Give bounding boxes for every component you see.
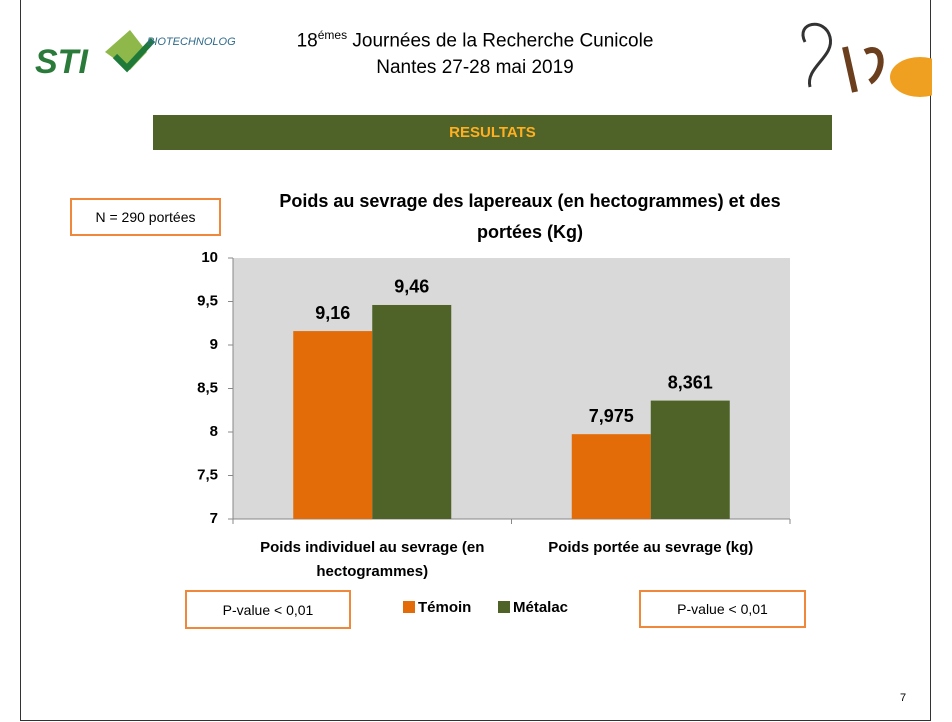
- pvalue-box: P-value < 0,01: [185, 590, 351, 629]
- logo-rabbit: [801, 22, 832, 88]
- slide-border: [20, 0, 931, 721]
- value-label: 9,46: [394, 277, 429, 297]
- y-tick-label: 7,5: [197, 466, 218, 483]
- bar: [571, 434, 651, 519]
- legend-label: Témoin: [418, 599, 471, 616]
- y-tick-label: 10: [201, 249, 218, 266]
- page-number: 7: [900, 692, 907, 704]
- logo-text: STI: [35, 43, 89, 81]
- y-tick-label: 8,5: [197, 379, 218, 396]
- header-suffix: émes: [317, 28, 348, 42]
- note-box: N = 290 portées: [70, 198, 221, 236]
- y-tick-label: 8: [210, 423, 218, 440]
- logo-check: [112, 37, 156, 73]
- y-tick-label: 9: [210, 336, 218, 353]
- bar: [650, 400, 730, 519]
- value-label: 7,975: [589, 406, 634, 426]
- legend-swatch: [498, 601, 510, 613]
- y-tick-label: 7: [210, 510, 218, 527]
- logo-letters: [842, 46, 884, 93]
- logo-graphic: STI BIOTECHNOLOGIE: [35, 30, 247, 81]
- bar: [372, 304, 452, 519]
- header: 18émes Journées de la Recherche Cunicole…: [250, 22, 700, 81]
- legend-label: Métalac: [513, 599, 568, 616]
- bar: [293, 331, 373, 519]
- logo-subtext: BIOTECHNOLOGIE: [147, 36, 235, 48]
- y-tick-label: 9,5: [197, 292, 218, 309]
- value-label: 9,16: [315, 303, 350, 323]
- header-subtitle: Nantes 27-28 mai 2019: [376, 57, 574, 79]
- logo-left: STI BIOTECHNOLOGIE: [35, 22, 247, 82]
- header-title: 18émes Journées de la Recherche Cunicole: [250, 22, 700, 54]
- section-bar: RESULTATS: [153, 115, 832, 150]
- value-label: 8,361: [668, 372, 713, 392]
- x-tick-label: Poids portée au sevrage (kg): [548, 539, 754, 556]
- header-title-text: Journées de la Recherche Cunicole: [352, 30, 654, 52]
- header-number: 18: [296, 30, 318, 52]
- legend-swatch: [403, 601, 415, 613]
- pvalue-box: P-value < 0,01: [639, 590, 806, 628]
- x-tick-label: Poids individuel au sevrage (en hectogra…: [260, 539, 485, 580]
- chart-title: Poids au sevrage des lapereaux (en hecto…: [279, 191, 781, 242]
